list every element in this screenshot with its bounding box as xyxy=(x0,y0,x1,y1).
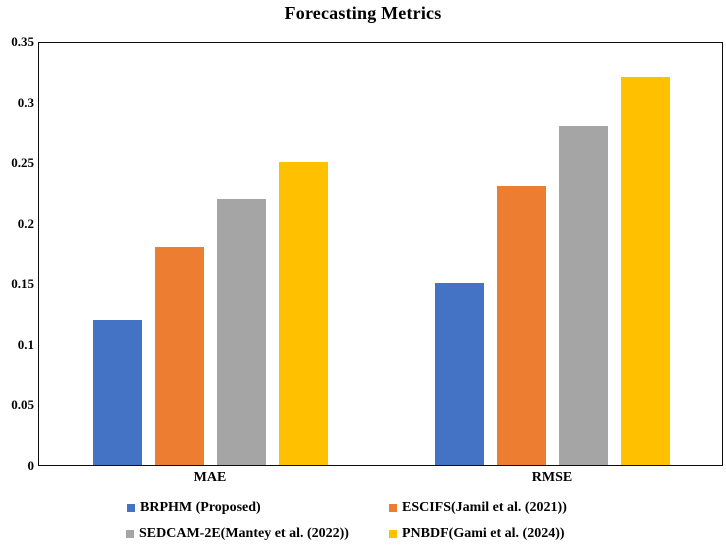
x-axis: MAE RMSE xyxy=(0,470,726,490)
bar-rmse-escifs xyxy=(497,186,546,465)
bar-group-rmse xyxy=(435,43,670,465)
y-tick-label: 0.3 xyxy=(17,94,34,110)
x-tick-label-rmse: RMSE xyxy=(531,470,573,485)
legend-swatch-icon xyxy=(127,504,135,512)
legend-item: ESCIFS(Jamil et al. (2021)) xyxy=(389,500,567,516)
y-tick-label: 0.2 xyxy=(17,215,34,231)
legend-label: ESCIFS(Jamil et al. (2021)) xyxy=(402,500,567,515)
bar-rmse-brphm xyxy=(435,283,484,465)
bar-mae-brphm xyxy=(93,319,142,465)
plot-area xyxy=(38,42,723,466)
legend-item: SEDCAM-2E(Mantey et al. (2022)) xyxy=(126,526,349,542)
legend-swatch-icon xyxy=(126,530,134,538)
bar-group-mae xyxy=(93,43,328,465)
legend-label: SEDCAM-2E(Mantey et al. (2022)) xyxy=(139,526,349,541)
legend-swatch-icon xyxy=(389,504,397,512)
chart-title: Forecasting Metrics xyxy=(284,3,442,23)
y-tick-label: 0.05 xyxy=(11,397,34,413)
bar-mae-pnbdf xyxy=(279,162,328,465)
y-tick-label: 0.1 xyxy=(17,336,34,352)
legend-item: PNBDF(Gami et al. (2024)) xyxy=(389,526,565,542)
bar-mae-sedcam-2e xyxy=(217,198,266,465)
y-axis: 0 0.05 0.1 0.15 0.2 0.25 0.3 0.35 xyxy=(0,35,34,473)
x-tick-label-mae: MAE xyxy=(193,470,227,485)
y-tick-label: 0.25 xyxy=(11,155,34,171)
y-tick-label: 0 xyxy=(27,458,35,473)
bar-rmse-pnbdf xyxy=(621,77,670,465)
y-tick-label: 0.15 xyxy=(11,276,34,292)
legend-label: BRPHM (Proposed) xyxy=(140,500,261,515)
bar-rmse-sedcam-2e xyxy=(559,125,608,465)
bar-mae-escifs xyxy=(155,246,204,465)
legend-swatch-icon xyxy=(389,530,397,538)
y-tick-label: 0.35 xyxy=(11,34,34,49)
legend-label: PNBDF(Gami et al. (2024)) xyxy=(402,526,565,541)
legend-item: BRPHM (Proposed) xyxy=(127,500,261,516)
